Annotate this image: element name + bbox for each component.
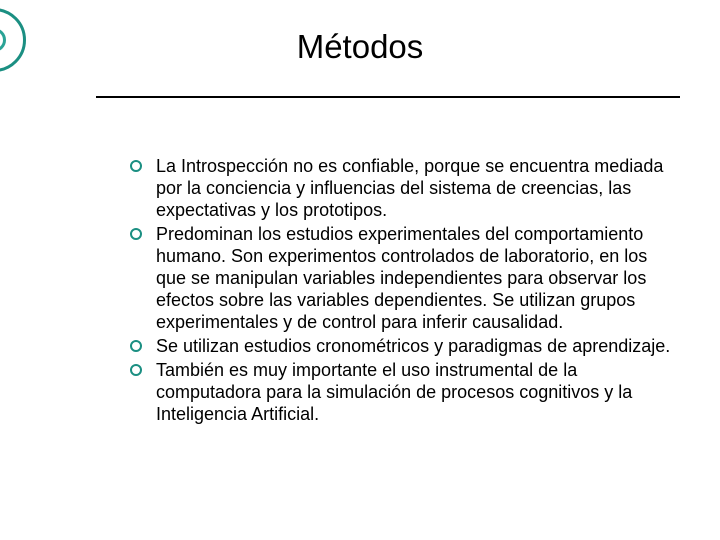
list-item: La Introspección no es confiable, porque… bbox=[130, 155, 672, 221]
list-item: También es muy importante el uso instrum… bbox=[130, 359, 672, 425]
title-row: Métodos bbox=[0, 28, 720, 66]
bullet-icon bbox=[130, 160, 142, 172]
list-item-text: Predominan los estudios experimentales d… bbox=[156, 223, 672, 333]
bullet-icon bbox=[130, 340, 142, 352]
list-item: Se utilizan estudios cronométricos y par… bbox=[130, 335, 672, 357]
list-item: Predominan los estudios experimentales d… bbox=[130, 223, 672, 333]
slide: Métodos La Introspección no es confiable… bbox=[0, 0, 720, 540]
slide-title: Métodos bbox=[297, 28, 424, 66]
list-item-text: Se utilizan estudios cronométricos y par… bbox=[156, 335, 672, 357]
bullet-list: La Introspección no es confiable, porque… bbox=[130, 155, 672, 427]
bullet-icon bbox=[130, 228, 142, 240]
list-item-text: También es muy importante el uso instrum… bbox=[156, 359, 672, 425]
title-underline bbox=[96, 96, 680, 98]
bullet-icon bbox=[130, 364, 142, 376]
list-item-text: La Introspección no es confiable, porque… bbox=[156, 155, 672, 221]
